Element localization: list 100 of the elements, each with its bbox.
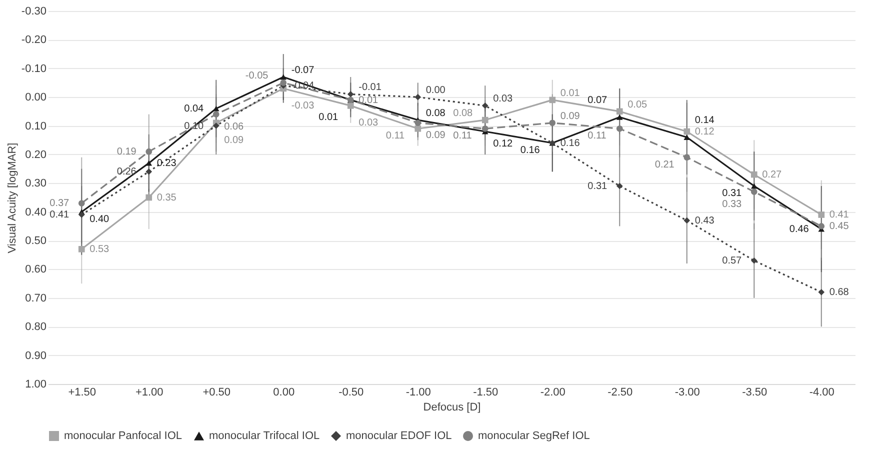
y-tick-label: 0.10 [25,120,46,132]
data-label: 0.14 [694,115,715,126]
point [414,125,422,132]
data-label: 0.41 [50,210,70,221]
point [78,200,85,206]
point [684,128,690,135]
point [684,134,690,140]
point [549,120,556,126]
point [750,171,758,178]
data-label: 0.11 [386,130,406,142]
x-tick-label: -2.00 [540,386,566,398]
y-tick-label: -0.10 [21,62,46,75]
point [616,125,623,132]
data-label: 0.68 [829,287,850,298]
y-tick-label: 0.90 [25,350,46,362]
data-label: -0.03 [291,100,315,112]
data-label: 0.08 [426,108,446,120]
legend-label: monocular EDOF IOL [346,430,452,442]
data-label: 0.16 [560,138,580,149]
point [146,194,152,201]
point [347,91,354,98]
point [616,114,623,120]
x-tick-label: -0.50 [338,386,364,398]
data-label: 0.01 [318,112,339,123]
data-label: 0.01 [358,94,379,106]
legend-label: monocular SegRef IOL [478,430,590,442]
y-tick-label: -0.20 [21,34,46,46]
point [280,74,287,80]
point [482,125,488,132]
x-tick-label: -1.00 [406,386,431,398]
data-label: 0.06 [224,121,244,132]
data-label: 0.31 [588,181,608,192]
point [414,120,422,126]
point [750,257,758,264]
data-label: -0.05 [245,70,269,82]
data-label: 0.03 [493,94,514,105]
y-tick-label: 1.00 [25,378,46,390]
data-label: 0.35 [156,192,177,204]
y-tick-label: 0.40 [25,206,46,218]
x-tick-label: -4.00 [809,386,834,398]
data-label: 0.27 [762,170,782,181]
data-label: 0.11 [453,130,472,142]
data-label: 0.53 [90,244,110,256]
data-label: 0.45 [829,221,850,232]
point [818,223,825,230]
data-label: 0.19 [116,146,137,158]
data-label: 0.11 [588,130,607,142]
data-label: 0.21 [654,159,675,170]
data-label: 0.43 [694,215,715,226]
y-tick-label: 0.30 [25,178,46,190]
data-label: 0.07 [588,95,608,106]
point [684,217,690,224]
point [78,246,85,252]
x-tick-label: +1.00 [135,386,164,398]
point [616,108,623,115]
data-label: 0.05 [628,99,648,110]
x-axis-title: Defocus [D] [423,402,481,414]
point [212,122,220,129]
data-label: 0.04 [184,104,204,115]
data-label: 0.01 [560,88,580,99]
data-label: 0.08 [453,108,474,120]
data-label: 0.57 [722,256,742,267]
data-label: -0.01 [358,82,382,94]
point [280,80,287,86]
x-tick-label: +1.50 [68,386,96,398]
point [212,111,220,118]
data-label: 0.09 [560,110,580,122]
point [818,289,825,296]
point [146,160,152,166]
y-tick-label: -0.30 [21,6,46,18]
x-tick-label: -3.50 [742,386,768,398]
point [347,102,354,109]
data-label: 0.16 [520,144,540,156]
data-label: 0.40 [90,214,110,225]
x-tick-label: -2.50 [608,386,633,398]
x-tick-label: -1.50 [473,386,498,398]
point [482,116,488,124]
x-tick-label: +0.50 [202,386,231,398]
data-label: 0.46 [789,224,810,236]
data-label: 0.37 [50,198,70,210]
data-label: 0.09 [426,130,446,141]
point [146,168,152,175]
y-tick-label: 0.70 [25,292,46,304]
data-label: 0.12 [493,138,514,150]
data-label: 0.31 [722,188,742,200]
y-tick-label: 0.00 [25,92,46,104]
point [750,183,758,189]
data-label: 0.33 [722,198,742,210]
data-label: 0.03 [358,118,379,129]
point [616,182,623,190]
y-axis-title: Visual Acuity [logMAR] [6,142,18,254]
point [212,106,220,112]
data-label: 0.23 [156,158,177,170]
point [750,188,758,195]
x-tick-label: -3.00 [674,386,700,398]
point [414,94,422,100]
y-tick-label: 0.50 [25,235,46,248]
data-label: 0.12 [694,126,715,138]
point [146,148,152,155]
y-tick-label: 0.60 [25,264,46,276]
